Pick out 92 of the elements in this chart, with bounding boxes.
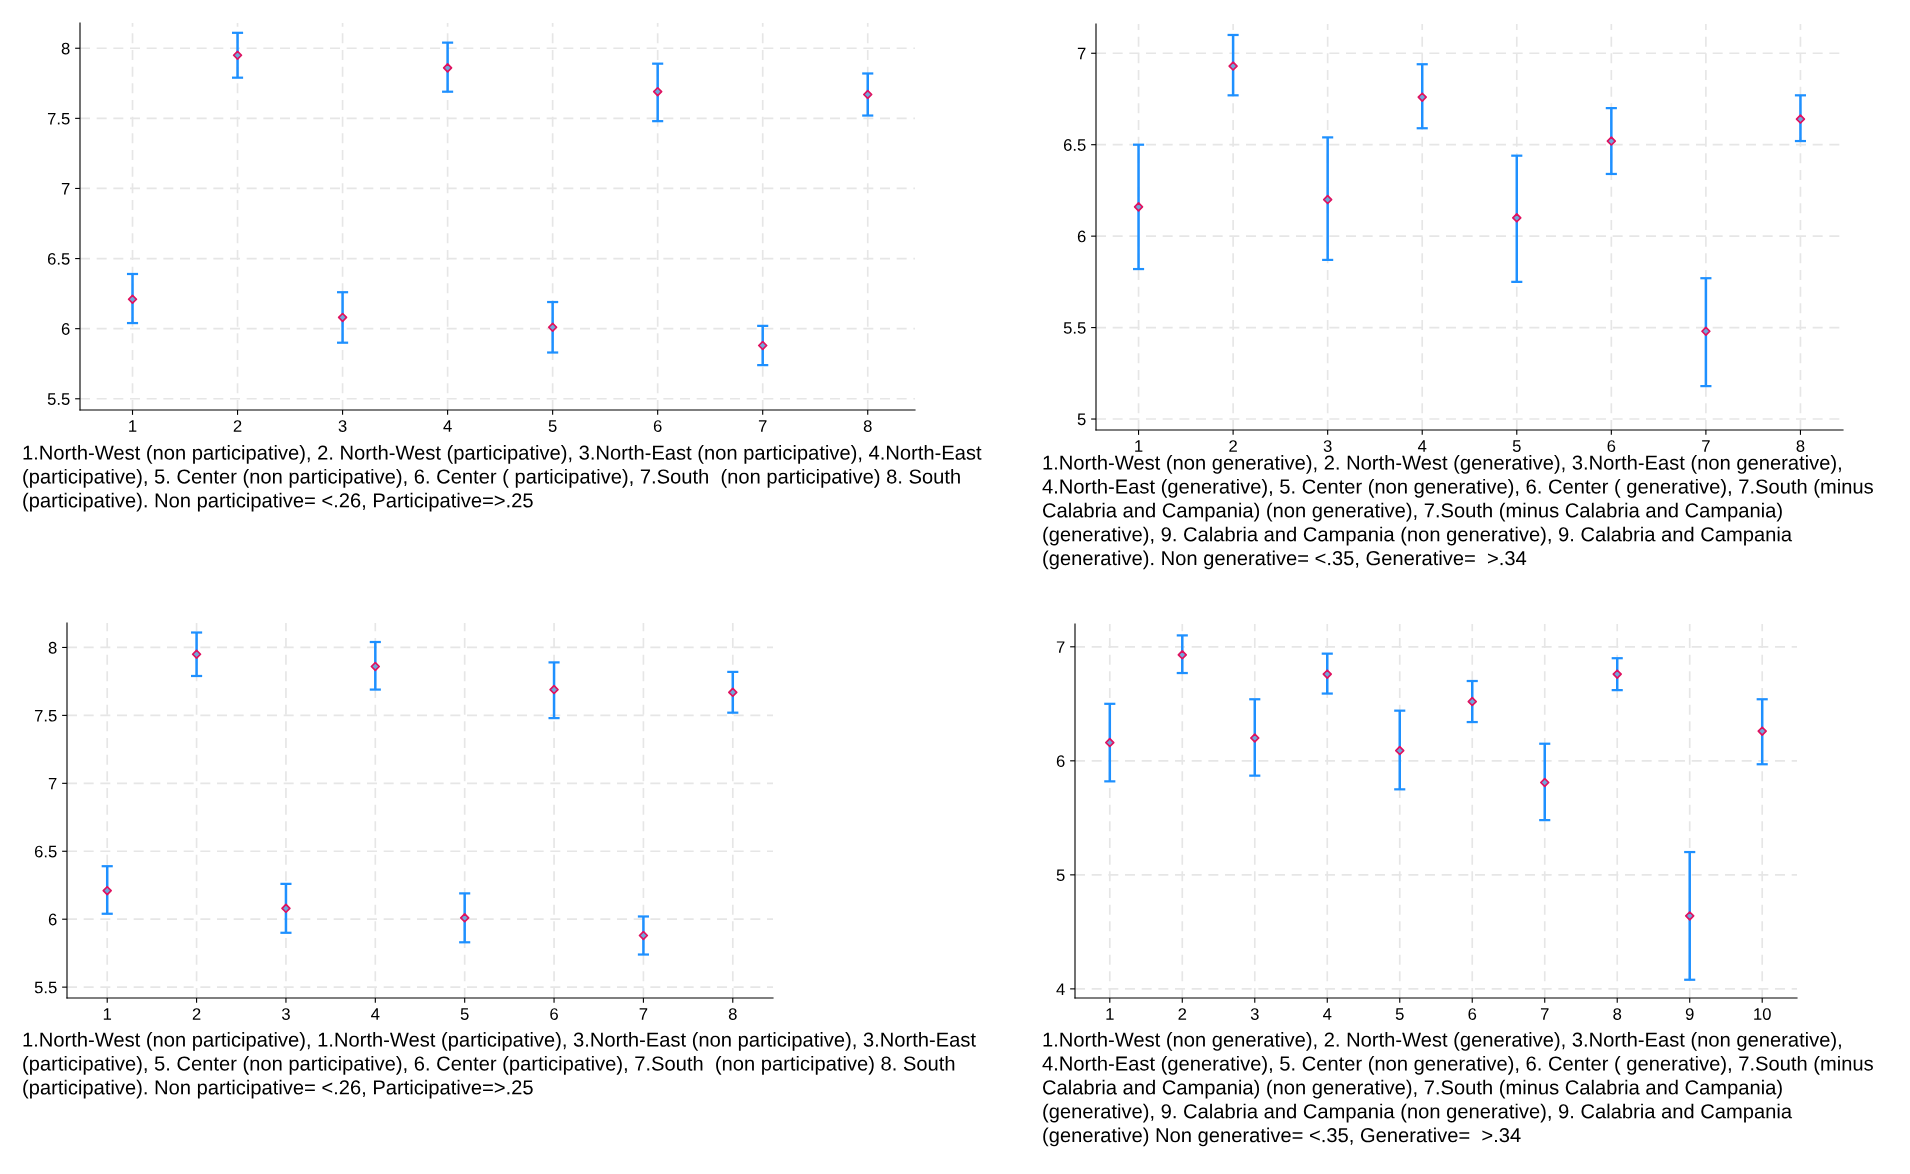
- y-tick-label: 6: [48, 913, 57, 926]
- x-tick-label: 5: [1395, 1008, 1404, 1020]
- y-tick-label: 7.5: [47, 112, 70, 125]
- x-tick-label: 1: [1135, 440, 1143, 452]
- x-tick-label: 3: [338, 420, 347, 432]
- y-tick-label: 7: [1077, 47, 1086, 60]
- y-tick-label: 5: [1056, 869, 1065, 882]
- point: [1606, 136, 1617, 146]
- x-tick-label: 2: [1178, 1008, 1187, 1020]
- point: [191, 649, 202, 660]
- point: [232, 50, 243, 61]
- x-tick-label: 1: [103, 1008, 112, 1020]
- point: [1177, 650, 1188, 660]
- point: [1228, 61, 1238, 71]
- x-tick-label: 7: [1540, 1008, 1549, 1020]
- x-tick-label: 3: [281, 1008, 290, 1020]
- x-tick-label: 8: [728, 1008, 737, 1020]
- point: [1394, 745, 1405, 756]
- x-tick-label: 8: [1796, 440, 1805, 452]
- x-tick-label: 6: [1468, 1008, 1477, 1020]
- y-tick-label: 6.5: [1063, 139, 1086, 151]
- text: 1.North-West (non generative), 2. North-West (generative), 3.North-East (non generative), 4.North-East (generative), 5. Center (non generative), 6. Center ( generative), 7.South (minus Calabria and Campania) (non generative), 7.South (minus Calabria and Campania) (generative), 9. Calabria and Campania (non generative), 9. Calabria and Campania (generative) Non generative= <.35, Generative= >.34: [1042, 1032, 1873, 1147]
- point: [757, 340, 768, 351]
- point: [547, 322, 558, 333]
- point: [1512, 213, 1522, 223]
- x-tick-label: 4: [443, 420, 452, 432]
- x-tick-label: 4: [1417, 440, 1427, 452]
- point: [1322, 669, 1333, 679]
- point: [549, 684, 559, 695]
- y-tick-label: 5.5: [47, 393, 70, 405]
- y-tick-label: 6.5: [47, 252, 70, 265]
- point: [1539, 777, 1550, 788]
- point: [1322, 194, 1333, 205]
- x-tick-label: 7: [1702, 440, 1710, 452]
- y-tick-label: 7.5: [34, 709, 57, 722]
- text: 1.North-West (non generative), 2. North-West (generative), 3.North-East (non generative), 4.North-East (generative), 5. Center (non generative), 6. Center ( generative), 7.South (minus Calabria and Campania) (non generative), 7.South (minus Calabria and Campania) (generative), 9. Calabria and Campania (non generative), 9. Calabria and Campania (generative). Non generative= <.35, Generative= >.34: [1042, 455, 1873, 570]
- point: [1795, 114, 1806, 124]
- point: [281, 903, 291, 914]
- x-tick-label: 1: [129, 420, 137, 432]
- x-tick-label: 7: [758, 420, 767, 432]
- point: [459, 913, 470, 923]
- y-tick-label: 6.5: [34, 845, 57, 858]
- y-tick-label: 6: [61, 323, 70, 335]
- point: [1757, 726, 1767, 736]
- x-tick-label: 10: [1754, 1008, 1771, 1020]
- x-tick-label: 1: [1106, 1008, 1114, 1020]
- point: [102, 885, 112, 896]
- point: [127, 294, 138, 304]
- x-tick-label: 4: [371, 1008, 380, 1020]
- point: [1612, 669, 1622, 679]
- x-tick-label: 5: [1512, 440, 1521, 452]
- x-tick-label: 2: [192, 1008, 201, 1020]
- point: [1250, 733, 1260, 743]
- point: [728, 687, 738, 698]
- text: 1.North-West (non participative), 2. North-West (participative), 3.North-East (non participative), 4.North-East (participative), 5. Center (non participative), 6. Center ( participative), 7.South (non participative) 8. South (participative). Non participative= <.26, Participative=>.25: [23, 445, 982, 512]
- point: [1133, 202, 1144, 212]
- x-tick-label: 3: [1323, 440, 1332, 452]
- point: [370, 661, 381, 672]
- point: [337, 312, 348, 323]
- point: [862, 89, 873, 100]
- y-tick-label: 7: [1056, 641, 1065, 653]
- point: [652, 86, 663, 97]
- x-tick-label: 6: [550, 1008, 558, 1020]
- x-tick-label: 4: [1323, 1008, 1332, 1020]
- y-tick-label: 7: [48, 777, 57, 790]
- x-tick-label: 5: [548, 420, 557, 432]
- y-tick-label: 6: [1056, 755, 1065, 768]
- point: [442, 63, 453, 73]
- point: [1701, 326, 1711, 337]
- x-tick-label: 5: [460, 1008, 469, 1020]
- x-tick-label: 2: [233, 420, 242, 432]
- y-tick-label: 5.5: [34, 981, 57, 994]
- point: [1105, 737, 1115, 748]
- x-tick-label: 7: [639, 1008, 648, 1020]
- point: [1684, 911, 1695, 921]
- x-tick-label: 6: [1607, 440, 1616, 452]
- x-tick-label: 8: [1613, 1008, 1622, 1020]
- x-tick-label: 3: [1250, 1008, 1259, 1020]
- y-tick-label: 6: [1077, 230, 1086, 243]
- point: [638, 930, 649, 941]
- x-tick-label: 8: [863, 420, 872, 432]
- x-tick-label: 9: [1685, 1008, 1694, 1020]
- y-tick-label: 5.5: [1063, 322, 1086, 334]
- x-tick-label: 2: [1229, 440, 1237, 452]
- text: 1.North-West (non participative), 1.North-West (participative), 3.North-East (non participative), 3.North-East (participative), 5. Center (non participative), 6. Center (participative), 7.South (non participative) 8. South (participative). Non participative= <.26, Participative=>.25: [23, 1032, 976, 1099]
- point: [1467, 696, 1478, 707]
- y-tick-label: 4: [1056, 983, 1065, 995]
- y-tick-label: 8: [48, 641, 57, 654]
- point: [1417, 92, 1427, 102]
- y-tick-label: 7: [61, 183, 70, 195]
- y-tick-label: 8: [61, 42, 70, 55]
- x-tick-label: 6: [653, 420, 662, 432]
